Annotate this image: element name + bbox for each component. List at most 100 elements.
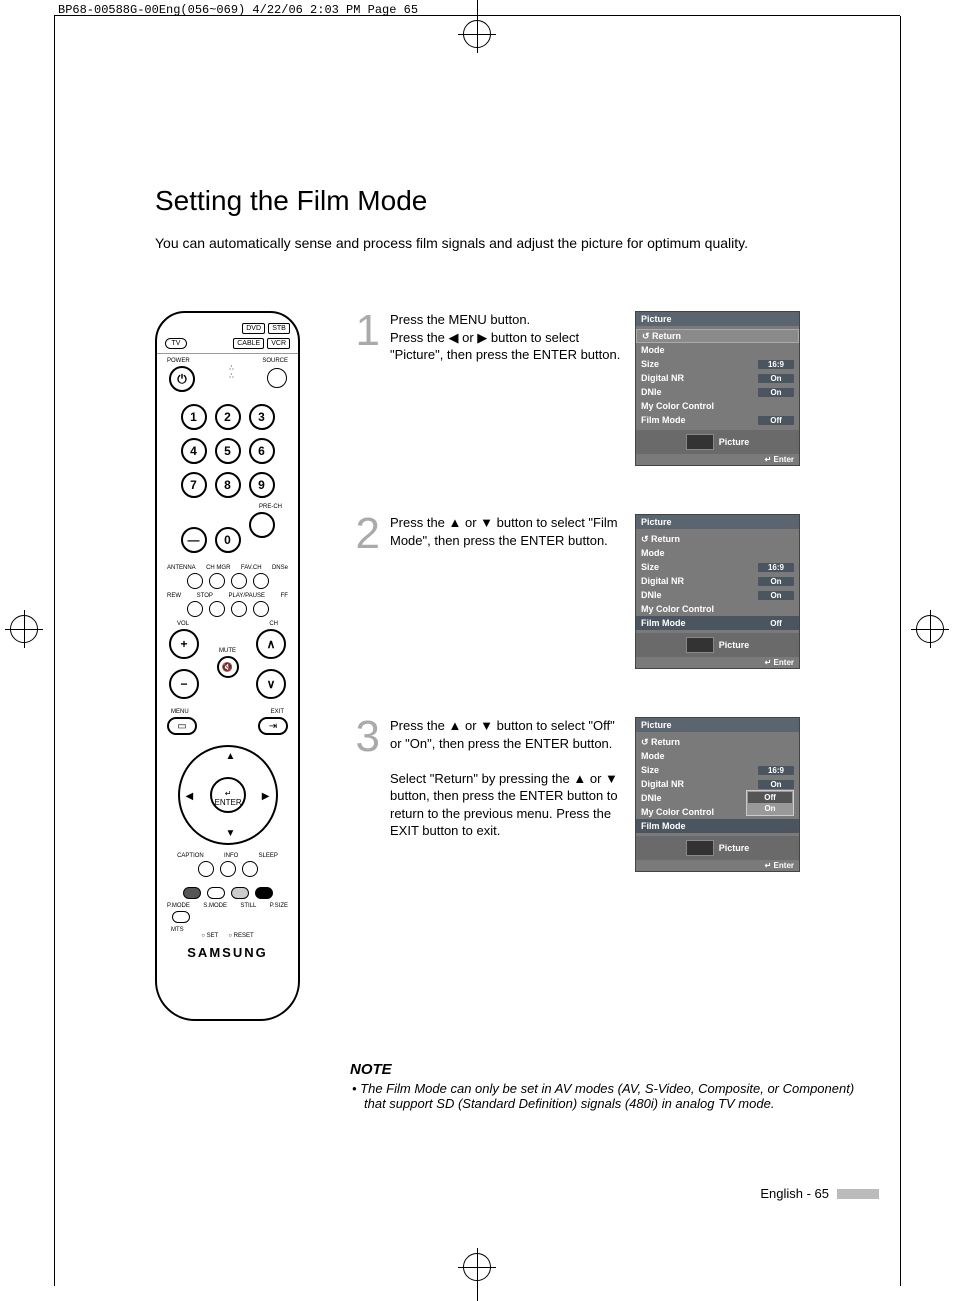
- osd-row: ↺ Return: [641, 735, 794, 749]
- color-btn-4: [255, 887, 273, 899]
- lbl-psize: P.SIZE: [270, 903, 288, 909]
- osd-row: Mode: [641, 546, 794, 560]
- btn-8: 8: [215, 472, 241, 498]
- source-button: [267, 368, 287, 388]
- osd-row-label: Digital NR: [641, 779, 684, 789]
- lbl-exit: EXIT: [271, 709, 284, 715]
- popup-option: Off: [748, 792, 792, 803]
- btn-mts: [172, 911, 190, 923]
- lbl-set: ○ SET: [201, 933, 218, 939]
- osd-row-label: Mode: [641, 751, 665, 761]
- btn-9: 9: [249, 472, 275, 498]
- osd-row-label: Film Mode: [641, 618, 686, 628]
- osd-row-value: 16:9: [758, 563, 794, 572]
- page-number-text: English - 65: [760, 1186, 829, 1201]
- osd-row: Size 16:9: [641, 560, 794, 574]
- btn-6: 6: [249, 438, 275, 464]
- lbl-rew: REW: [167, 593, 181, 599]
- lbl-menu: MENU: [171, 709, 189, 715]
- osd-row-label: My Color Control: [641, 807, 714, 817]
- btn-antenna: [187, 573, 203, 589]
- osd-row-label: Film Mode: [641, 415, 686, 425]
- vol-up: +: [169, 629, 199, 659]
- osd-row: Mode: [641, 343, 794, 357]
- btn-info: [220, 861, 236, 877]
- btn-dash: —: [181, 527, 207, 553]
- chip-vcr: VCR: [267, 338, 290, 349]
- btn-3: 3: [249, 404, 275, 430]
- registration-mark-right: [916, 615, 944, 643]
- btn-chmgr: [209, 573, 225, 589]
- osd-row: DNIeOn: [641, 588, 794, 602]
- osd-row: Mode: [641, 749, 794, 763]
- step-1: 1Press the MENU button.Press the ◀ or ▶ …: [350, 311, 879, 466]
- intro-text: You can automatically sense and process …: [155, 235, 879, 251]
- btn-1: 1: [181, 404, 207, 430]
- osd-row: Digital NROn: [641, 371, 794, 385]
- osd-footer-label: Picture: [719, 437, 750, 447]
- osd-footer-label: Picture: [719, 843, 750, 853]
- vol-down: −: [169, 669, 199, 699]
- btn-7: 7: [181, 472, 207, 498]
- btn-prech: [249, 512, 275, 538]
- btn-4: 4: [181, 438, 207, 464]
- osd-row-label: Size: [641, 359, 659, 369]
- print-header: BP68-00588G-00Eng(056~069) 4/22/06 2:03 …: [58, 0, 418, 20]
- osd-row: Film Mode: [636, 819, 799, 833]
- osd-row-label: DNIe: [641, 590, 662, 600]
- osd-row: Film Mode Off: [641, 413, 794, 427]
- osd-footer: Picture: [636, 633, 799, 657]
- label-power: POWER: [167, 358, 190, 364]
- osd-row: Digital NROn: [641, 574, 794, 588]
- lbl-dnse: DNSe: [272, 565, 288, 571]
- registration-mark-left: [10, 615, 38, 643]
- ch-up: ∧: [256, 629, 286, 659]
- btn-stop: [209, 601, 225, 617]
- osd-row-label: My Color Control: [641, 604, 714, 614]
- page-title: Setting the Film Mode: [155, 185, 879, 217]
- osd-row-value: 16:9: [758, 360, 794, 369]
- btn-play: [231, 601, 247, 617]
- color-btn-2: [207, 887, 225, 899]
- steps-container: 1Press the MENU button.Press the ◀ or ▶ …: [350, 311, 879, 920]
- color-btn-3: [231, 887, 249, 899]
- osd-row-value: Off: [758, 619, 794, 628]
- osd-panel: Picture ↺ ReturnMode Size 16:9 Digital NROn D…: [635, 311, 800, 466]
- lbl-ff: FF: [281, 593, 288, 599]
- btn-0: 0: [215, 527, 241, 553]
- step-text: Press the ▲ or ▼ button to select "Film …: [390, 514, 625, 549]
- chip-dvd: DVD: [242, 323, 265, 334]
- brand-logo: SAMSUNG: [165, 945, 290, 960]
- osd-row-label: Mode: [641, 548, 665, 558]
- btn-ff: [253, 601, 269, 617]
- chip-tv: TV: [165, 338, 187, 349]
- osd-row-value: Off: [758, 416, 794, 425]
- btn-dnse: [253, 573, 269, 589]
- osd-footer: Picture: [636, 836, 799, 860]
- osd-row-label: My Color Control: [641, 401, 714, 411]
- label-source: SOURCE: [262, 358, 288, 364]
- osd-row-label: Film Mode: [641, 821, 686, 831]
- btn-rew: [187, 601, 203, 617]
- osd-title: Picture: [636, 515, 799, 529]
- osd-enter-hint: ↵ Enter: [636, 454, 799, 465]
- step-3: 3Press the ▲ or ▼ button to select "Off"…: [350, 717, 879, 872]
- osd-row-label: DNIe: [641, 387, 662, 397]
- ch-down: ∨: [256, 669, 286, 699]
- lbl-mute: MUTE: [213, 648, 243, 654]
- step-number: 2: [350, 514, 380, 554]
- osd-row-label: Size: [641, 562, 659, 572]
- osd-row: My Color Control: [641, 399, 794, 413]
- picture-icon: [686, 637, 714, 653]
- osd-panel: Picture↺ ReturnModeSize16:9Digital NROnD…: [635, 717, 800, 872]
- osd-row-value: On: [758, 577, 794, 586]
- btn-mute: 🔇: [217, 656, 239, 678]
- lbl-reset: ○ RESET: [228, 933, 253, 939]
- osd-row-label: Size: [641, 765, 659, 775]
- btn-5: 5: [215, 438, 241, 464]
- osd-footer-label: Picture: [719, 640, 750, 650]
- osd-row-label: ↺ Return: [642, 331, 681, 342]
- osd-row-label: ↺ Return: [641, 737, 680, 748]
- lbl-enter: ENTER: [215, 798, 242, 807]
- osd-row-value: On: [758, 780, 794, 789]
